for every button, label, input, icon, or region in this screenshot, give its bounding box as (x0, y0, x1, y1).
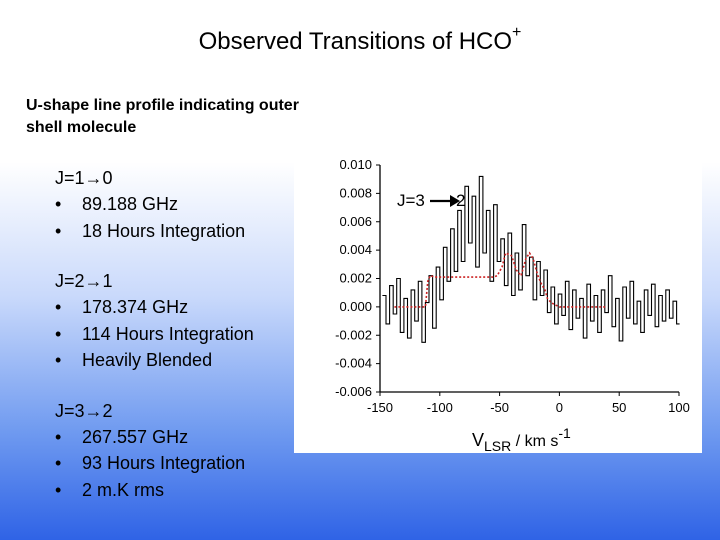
spectrum-chart: 0.010 0.008 0.006 0.004 0.002 0.000 -0.002 -0.0… (335, 157, 690, 453)
x-axis-label: VLSR / km s-1 (472, 425, 571, 453)
annotation-arrow-head (450, 195, 460, 207)
transition-bullet: • 267.557 GHz (55, 424, 295, 451)
x-tick-label: 50 (612, 400, 626, 415)
transition-list: J=1→0 • 89.188 GHz • 18 Hours Integration … (55, 165, 295, 527)
bullet-icon: • (55, 350, 62, 370)
slide-title-text: Observed Transitions of HCO (198, 28, 513, 55)
y-tick-label: 0.000 (339, 299, 372, 314)
transition-block-1: J=1→0 • 89.188 GHz • 18 Hours Integration (55, 165, 295, 244)
x-tick-label: -50 (490, 400, 509, 415)
spectrum-line (382, 175, 680, 343)
transition-bullet: • 2 m.K rms (55, 477, 295, 504)
x-tick-label: 100 (668, 400, 690, 415)
transition-bullet: • 18 Hours Integration (55, 218, 295, 245)
bullet-text: 18 Hours Integration (82, 220, 246, 241)
y-tick-label: -0.002 (335, 327, 372, 342)
bullet-icon: • (55, 426, 62, 447)
transition-label: J=2→1 (55, 271, 113, 291)
transition-block-2: J=2→1 • 178.374 GHz • 114 Hours Integratio… (55, 268, 295, 374)
y-tick-label: -0.004 (335, 356, 372, 371)
transition-block-3: J=3→2 • 267.557 GHz • 93 Hours Integration… (55, 398, 295, 504)
bullet-icon: • (55, 479, 62, 500)
bullet-text: 114 Hours Integration (82, 323, 254, 344)
transition-bullet: • 114 Hours Integration (55, 321, 295, 348)
x-tick-label: -150 (367, 400, 393, 415)
transition-label: J=1→0 (55, 168, 113, 188)
y-tick-label: 0.010 (339, 157, 372, 172)
chart-annotation: J=3 (397, 191, 425, 210)
slide-title: Observed Transitions of HCO+ (0, 24, 720, 56)
x-tick-label: 0 (556, 400, 563, 415)
transition-bullet: • Heavily Blended (55, 347, 295, 374)
model-profile-line (394, 251, 608, 308)
y-tick-label: -0.006 (335, 384, 372, 399)
transition-label: J=3→2 (55, 400, 113, 421)
y-tick-label: 0.002 (339, 271, 372, 286)
bullet-icon: • (55, 194, 62, 214)
bullet-text: 2 m.K rms (82, 479, 165, 500)
slide-subtitle: U-shape line profile indicating outer sh… (26, 97, 299, 136)
y-tick-label: 0.006 (339, 214, 372, 229)
bullet-icon: • (55, 323, 62, 344)
bullet-text: 89.188 GHz (82, 194, 179, 214)
bullet-text: 178.374 GHz (82, 297, 189, 317)
transition-bullet: • 89.188 GHz (55, 191, 295, 218)
bullet-text: 267.557 GHz (82, 426, 189, 447)
spectrum-chart-panel: 0.010 0.008 0.006 0.004 0.002 0.000 -0.002 -0.0… (294, 140, 702, 453)
transition-bullet: • 178.374 GHz (55, 294, 295, 321)
bullet-icon: • (55, 297, 62, 317)
y-tick-label: 0.008 (339, 185, 372, 200)
bullet-icon: • (55, 453, 62, 473)
bullet-text: Heavily Blended (82, 350, 213, 370)
x-tick-label: -100 (427, 400, 453, 415)
chart-annotation-target: 2 (456, 191, 465, 210)
transition-bullet: • 93 Hours Integration (55, 450, 295, 477)
bullet-text: 93 Hours Integration (82, 453, 246, 473)
slide-title-superscript: + (512, 24, 522, 41)
bullet-icon: • (55, 220, 62, 241)
y-tick-label: 0.004 (339, 242, 372, 257)
